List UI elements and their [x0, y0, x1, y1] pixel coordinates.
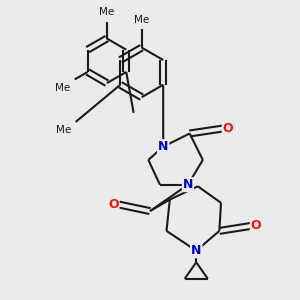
Text: O: O [108, 198, 119, 211]
Text: Me: Me [55, 83, 70, 93]
Text: O: O [223, 122, 233, 135]
Text: Me: Me [99, 7, 115, 17]
Text: N: N [158, 140, 168, 153]
Text: N: N [191, 244, 201, 257]
Text: Me: Me [134, 15, 149, 25]
Text: O: O [251, 220, 261, 232]
Text: N: N [183, 178, 193, 191]
Text: Me: Me [56, 125, 71, 135]
